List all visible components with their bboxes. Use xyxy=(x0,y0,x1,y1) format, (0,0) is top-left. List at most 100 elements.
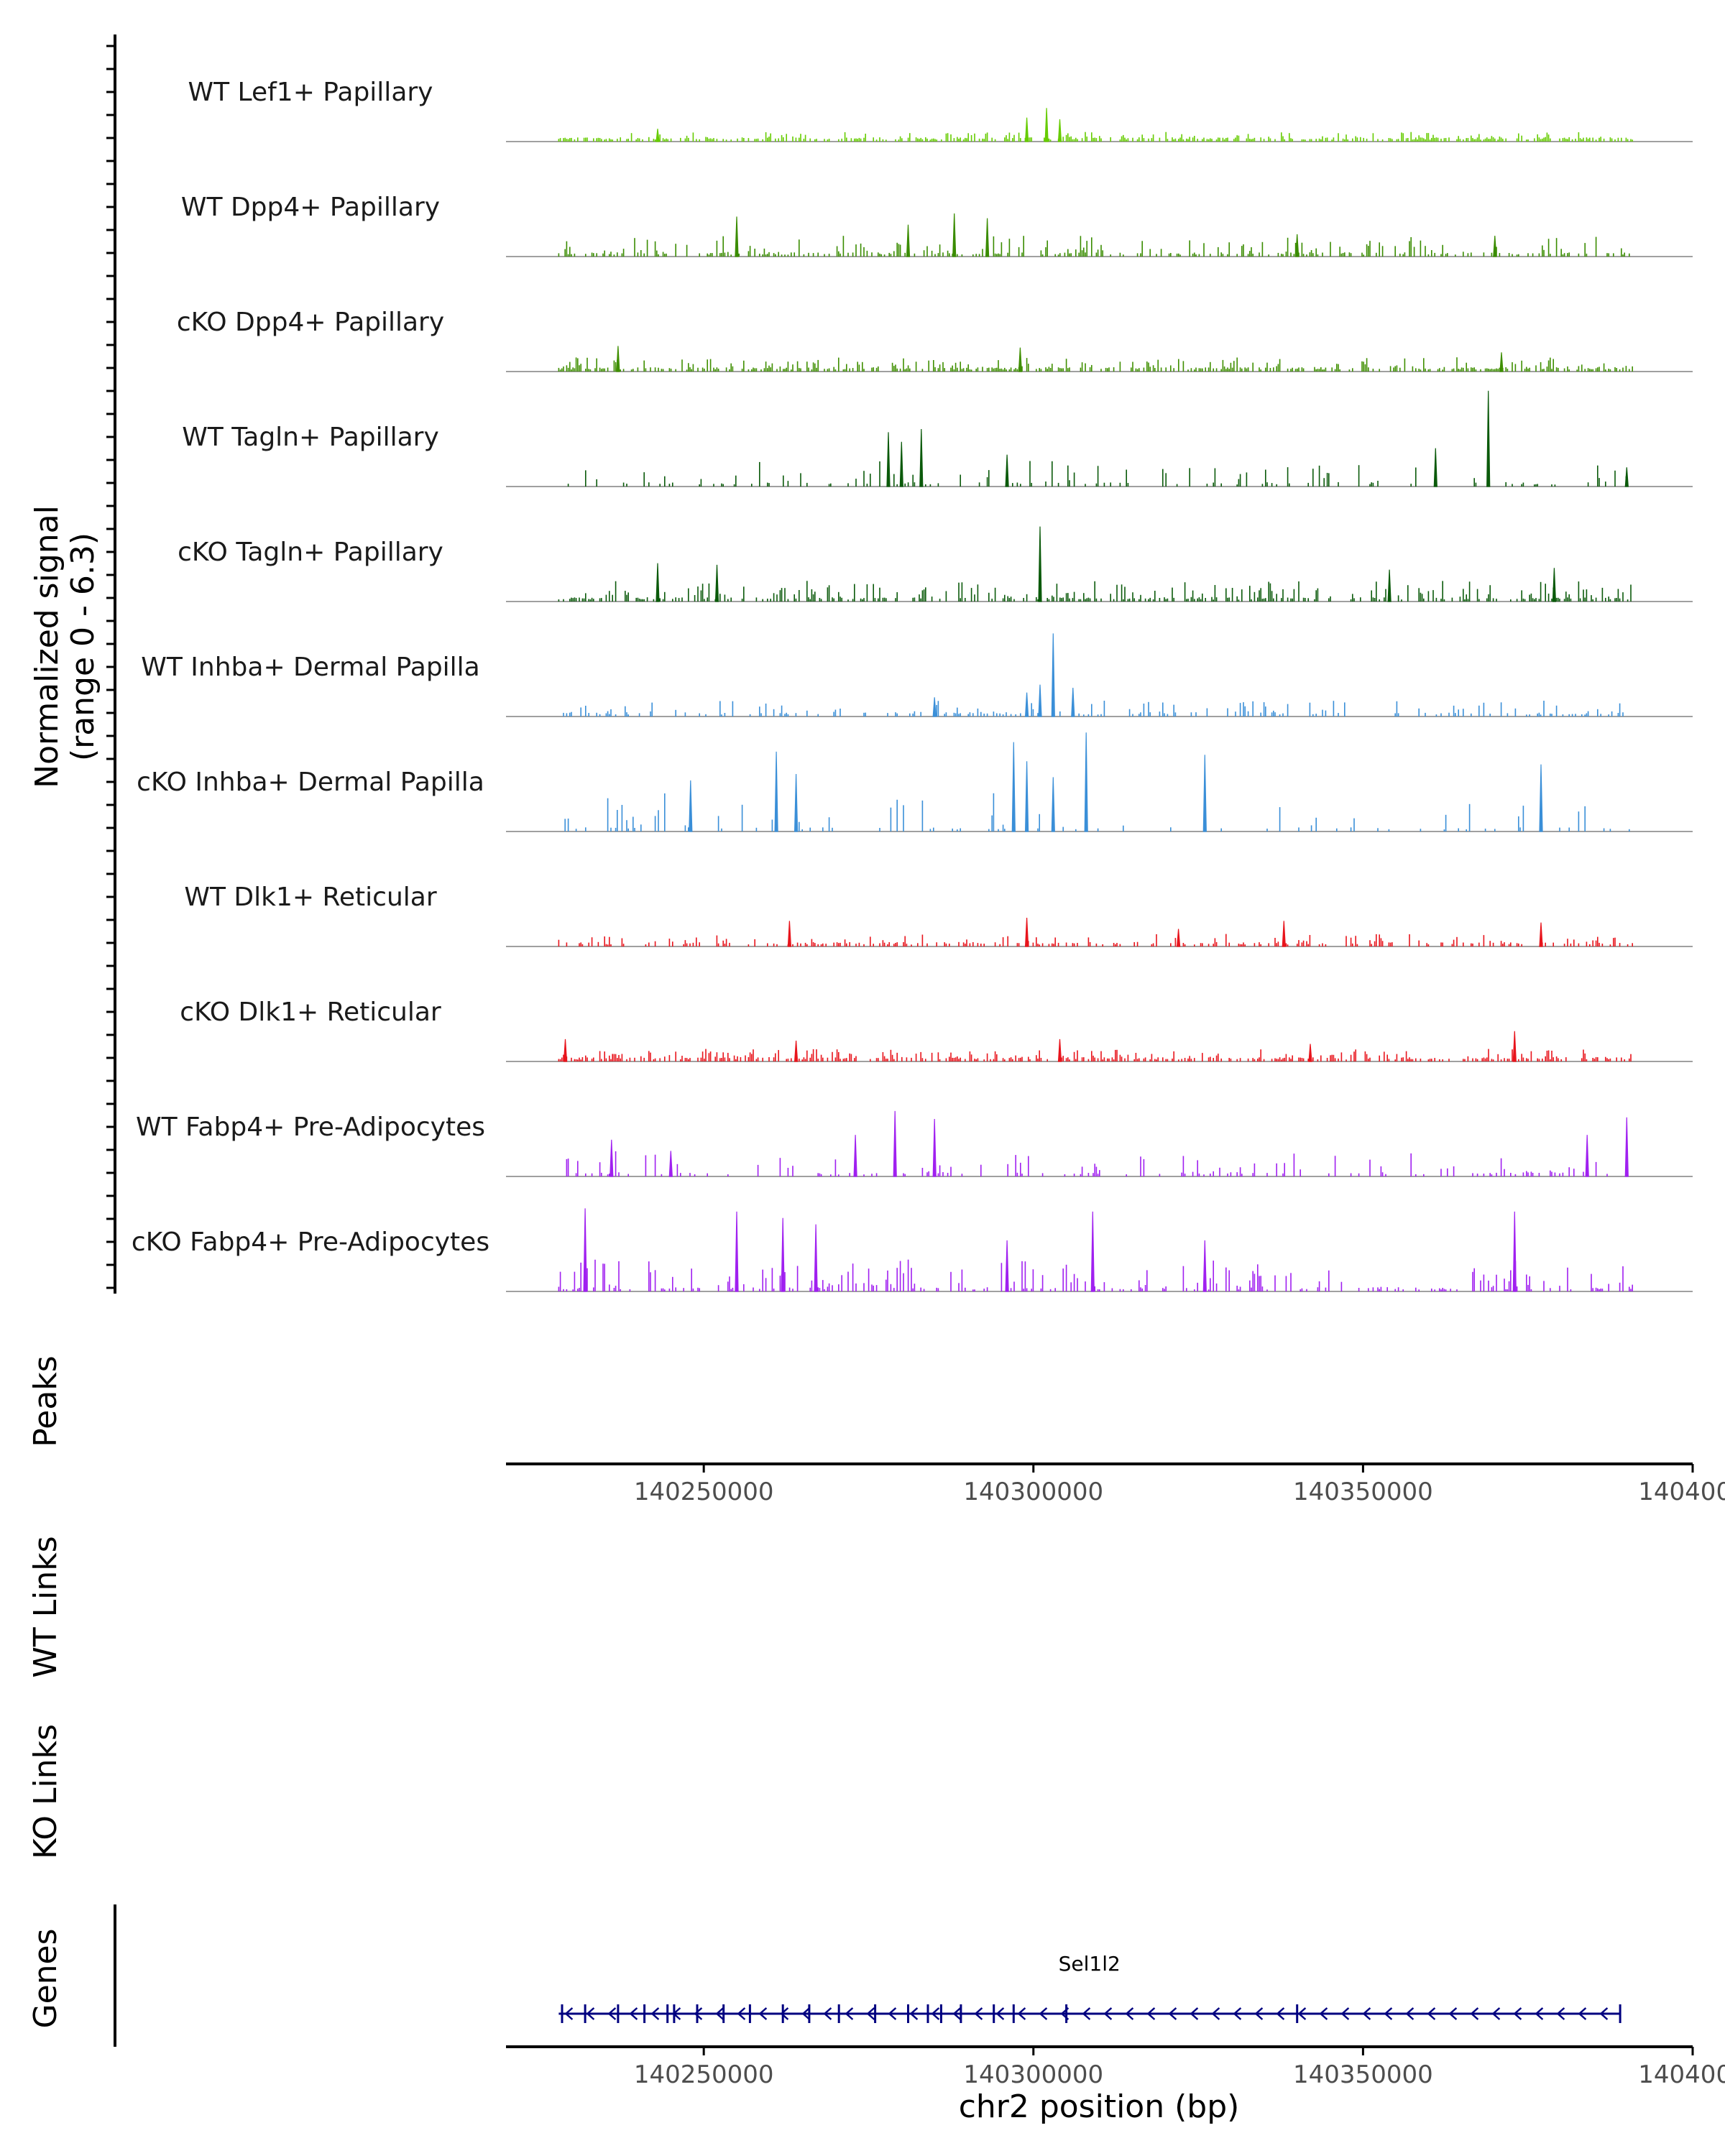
track-6: WT Inhba+ Dermal Papilla xyxy=(141,633,1693,717)
signal-peak xyxy=(1282,921,1286,947)
track-signal xyxy=(564,732,1630,832)
gene-label: Sel1l2 xyxy=(1059,1952,1121,1976)
signal-peak xyxy=(1024,917,1029,947)
gene-exon xyxy=(643,2004,646,2023)
signal-peak xyxy=(583,1208,587,1292)
strand-arrow xyxy=(888,2007,897,2020)
signal-peak xyxy=(1018,347,1023,372)
signal-peak xyxy=(616,346,620,372)
signal-peak xyxy=(1202,1240,1207,1292)
strand-arrow xyxy=(909,2007,919,2020)
gene-exon xyxy=(939,2004,942,2023)
peaks-x-ticks: 140250000 140300000 140350000 1404000 xyxy=(634,1464,1725,1506)
signal-peak xyxy=(1051,777,1055,832)
strand-arrow xyxy=(801,2007,811,2020)
genes-x-ticks: 140250000 140300000 140350000 1404000 xyxy=(634,2047,1725,2089)
strand-arrow xyxy=(758,2007,768,2020)
gene-exon xyxy=(926,2004,929,2023)
signal-peak xyxy=(656,563,660,602)
signal-peak xyxy=(893,1110,897,1177)
x-axis-title: chr2 position (bp) xyxy=(959,2088,1240,2125)
strand-arrow xyxy=(694,2007,703,2020)
signal-peak xyxy=(1051,633,1055,717)
strand-arrow xyxy=(1233,2007,1242,2020)
gene-exon xyxy=(993,2004,995,2023)
track-signal xyxy=(558,346,1633,372)
signal-peak xyxy=(1552,568,1557,602)
strand-arrow xyxy=(1340,2007,1350,2020)
strand-arrow xyxy=(823,2007,832,2020)
signal-peak xyxy=(919,428,924,487)
signal-peak xyxy=(814,1224,818,1292)
strand-arrow xyxy=(715,2007,724,2020)
signal-peak xyxy=(1044,108,1049,142)
signal-peak xyxy=(1176,929,1181,947)
signal-peak xyxy=(1084,732,1088,832)
strand-arrow xyxy=(952,2007,962,2020)
track-3: cKO Dpp4+ Papillary xyxy=(177,308,1693,372)
strand-arrow xyxy=(1125,2007,1134,2020)
x-tick-label: 140250000 xyxy=(634,2060,774,2089)
strand-arrow xyxy=(1146,2007,1156,2020)
strand-arrow xyxy=(1190,2007,1199,2020)
signal-peak xyxy=(1024,761,1029,832)
gene-exon xyxy=(1012,2004,1015,2023)
gene-exon xyxy=(696,2004,699,2023)
signal-peak xyxy=(689,780,693,832)
signal-peak xyxy=(853,1135,857,1177)
strand-arrow xyxy=(1599,2007,1609,2020)
strand-arrow xyxy=(931,2007,940,2020)
track-signal xyxy=(558,526,1632,602)
strand-arrow xyxy=(866,2007,875,2020)
signal-y-axis-title: Normalized signal xyxy=(29,505,65,788)
strand-arrow xyxy=(845,2007,854,2020)
signal-peak xyxy=(985,218,990,257)
gene-exon xyxy=(781,2004,784,2023)
strand-arrow xyxy=(629,2007,638,2020)
signal-peak xyxy=(563,1038,568,1062)
strand-arrow xyxy=(1211,2007,1220,2020)
track-label: cKO Dpp4+ Papillary xyxy=(177,308,444,337)
strand-arrow xyxy=(607,2007,617,2020)
track-label: WT Dlk1+ Reticular xyxy=(184,883,436,912)
track-2: WT Dpp4+ Papillary xyxy=(181,193,1693,257)
strand-arrow xyxy=(1405,2007,1414,2020)
strand-arrow xyxy=(1297,2007,1307,2020)
strand-arrow xyxy=(1427,2007,1436,2020)
track-label: cKO Fabp4+ Pre-Adipocytes xyxy=(132,1227,489,1257)
track-9: cKO Dlk1+ Reticular xyxy=(180,998,1693,1062)
track-signal xyxy=(558,108,1633,142)
signal-peak xyxy=(668,1151,673,1177)
wt-links-panel-label: WT Links xyxy=(27,1536,64,1677)
signal-peak xyxy=(1005,454,1009,487)
gene-exon xyxy=(1296,2004,1299,2023)
track-5: cKO Tagln+ Papillary xyxy=(178,526,1693,602)
track-signal xyxy=(567,390,1629,487)
strand-arrow xyxy=(1319,2007,1328,2020)
track-label: WT Tagln+ Papillary xyxy=(182,423,439,452)
strand-arrow xyxy=(1513,2007,1522,2020)
signal-peak xyxy=(735,216,739,257)
x-tick-label: 1404000 xyxy=(1638,2060,1725,2089)
track-label: WT Inhba+ Dermal Papilla xyxy=(141,653,479,682)
signal-peak xyxy=(1539,764,1543,832)
gene-exon xyxy=(1065,2004,1068,2023)
signal-peak xyxy=(1090,1211,1095,1292)
x-tick-label: 140350000 xyxy=(1293,1478,1433,1506)
x-tick-label: 140300000 xyxy=(963,1478,1103,1506)
signal-peak xyxy=(1005,1240,1009,1292)
strand-arrow xyxy=(1384,2007,1393,2020)
gene-exon xyxy=(666,2004,669,2023)
signal-peak xyxy=(781,1217,785,1292)
signal-peak xyxy=(886,432,891,487)
track-10: WT Fabp4+ Pre-Adipocytes xyxy=(136,1110,1693,1177)
track-11: cKO Fabp4+ Pre-Adipocytes xyxy=(132,1208,1693,1292)
track-4: WT Tagln+ Papillary xyxy=(182,390,1693,487)
strand-arrow xyxy=(1276,2007,1285,2020)
signal-peak xyxy=(899,441,903,487)
signal-peak xyxy=(1024,692,1029,717)
gene-exon xyxy=(673,2004,676,2023)
signal-peak xyxy=(1624,467,1629,487)
signal-peak xyxy=(1387,569,1392,602)
